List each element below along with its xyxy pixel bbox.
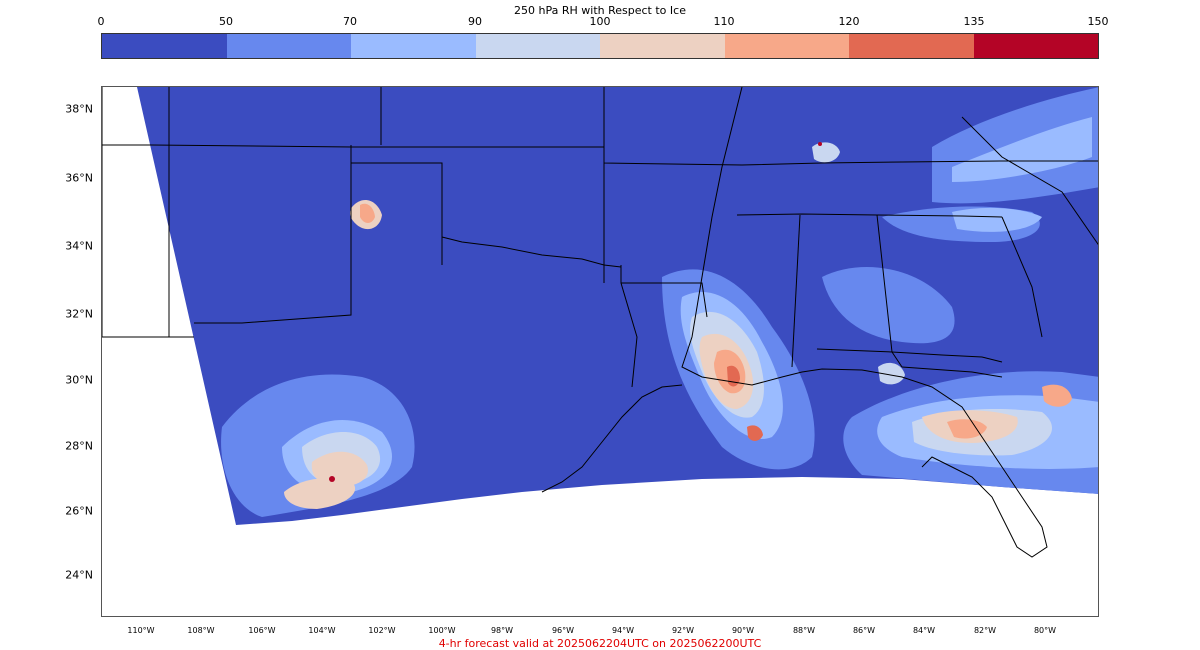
colorbar-tick: 0 xyxy=(97,15,105,28)
colorbar-tick: 100 xyxy=(589,15,611,28)
lon-label: 106°W xyxy=(248,626,276,635)
lon-label: 108°W xyxy=(187,626,215,635)
colorbar-segment xyxy=(849,34,974,58)
state-boundaries xyxy=(102,87,1098,558)
lat-label: 36°N xyxy=(65,171,93,185)
colorbar xyxy=(101,33,1099,59)
lat-label: 34°N xyxy=(65,239,93,253)
lon-label: 100°W xyxy=(428,626,456,635)
lon-label: 110°W xyxy=(127,626,155,635)
lat-label: 24°N xyxy=(65,568,93,582)
lon-label: 86°W xyxy=(852,626,876,635)
colorbar-segment xyxy=(973,34,1098,58)
colorbar-tick: 150 xyxy=(1087,15,1109,28)
lat-label: 38°N xyxy=(65,102,93,116)
colorbar-segment xyxy=(600,34,725,58)
map-frame xyxy=(101,86,1099,617)
colorbar-segment xyxy=(102,34,227,58)
lat-label: 28°N xyxy=(65,439,93,453)
lon-label: 90°W xyxy=(731,626,755,635)
lon-label: 84°W xyxy=(912,626,936,635)
lon-label: 102°W xyxy=(368,626,396,635)
lon-label: 92°W xyxy=(671,626,695,635)
forecast-valid-text: 4-hr forecast valid at 2025062204UTC on … xyxy=(438,637,762,650)
colorbar-segment xyxy=(475,34,600,58)
lon-label: 104°W xyxy=(308,626,336,635)
colorbar-title: 250 hPa RH with Respect to Ice xyxy=(514,4,686,17)
colorbar-segment xyxy=(226,34,351,58)
lon-label: 88°W xyxy=(792,626,816,635)
colorbar-segment xyxy=(351,34,476,58)
lon-label: 80°W xyxy=(1033,626,1057,635)
lat-label: 26°N xyxy=(65,504,93,518)
colorbar-tick: 120 xyxy=(838,15,860,28)
lat-label: 30°N xyxy=(65,373,93,387)
colorbar-tick: 70 xyxy=(343,15,357,28)
map-canvas xyxy=(102,87,1098,558)
colorbar-tick: 90 xyxy=(468,15,482,28)
colorbar-tick: 135 xyxy=(963,15,985,28)
lon-label: 96°W xyxy=(551,626,575,635)
colorbar-segment xyxy=(724,34,849,58)
rh-135-150-areas xyxy=(329,142,822,482)
lon-label: 94°W xyxy=(611,626,635,635)
colorbar-tick: 50 xyxy=(219,15,233,28)
lon-label: 82°W xyxy=(973,626,997,635)
lon-label: 98°W xyxy=(490,626,514,635)
lat-label: 32°N xyxy=(65,307,93,321)
colorbar-tick: 110 xyxy=(713,15,735,28)
